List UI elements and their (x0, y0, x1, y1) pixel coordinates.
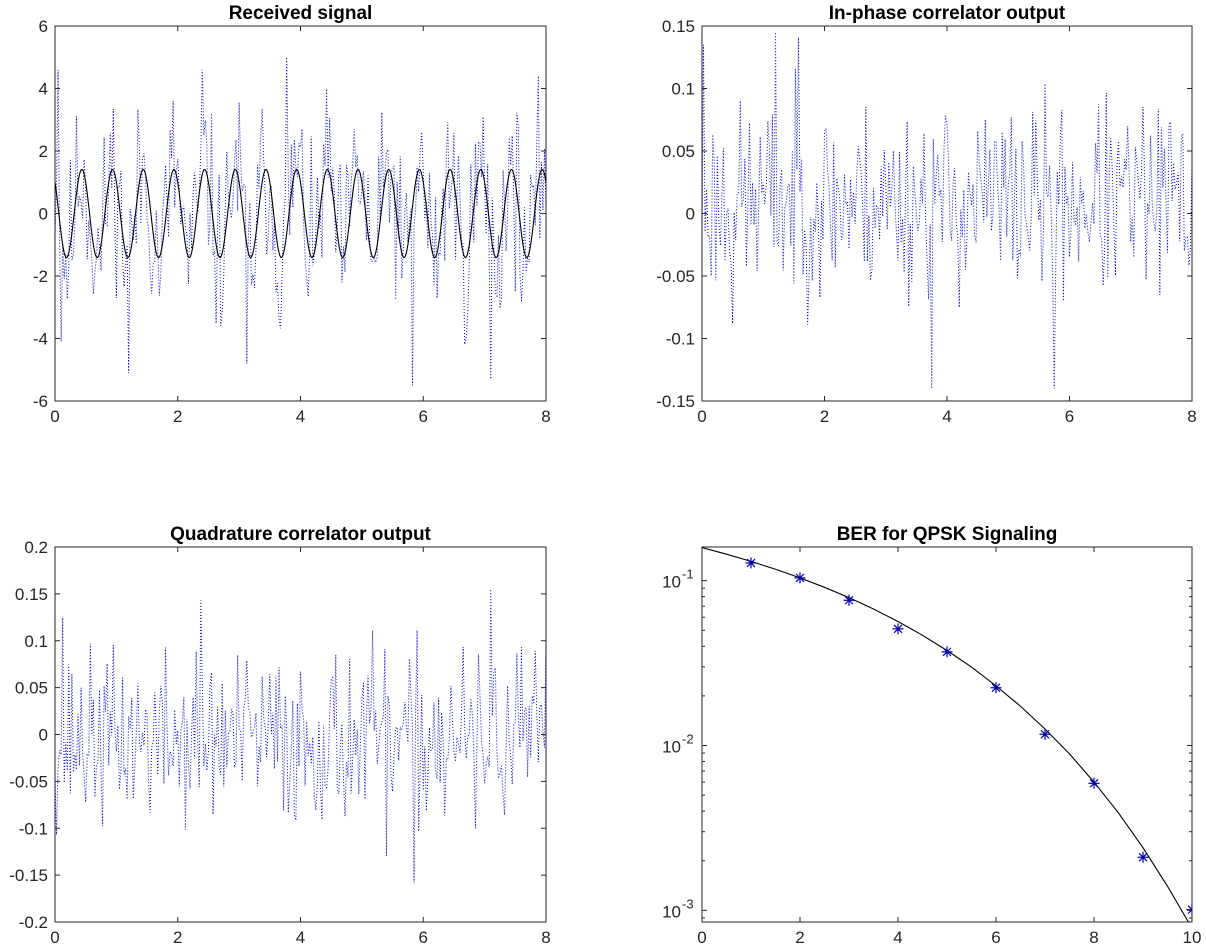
ber-marker-stroke (746, 558, 756, 568)
quadrature-noisy-series (55, 589, 546, 883)
ber-plot-area (702, 547, 1192, 922)
ber-ytick-label: 10 (662, 573, 681, 592)
ber-marker-stroke (844, 595, 854, 605)
ber-xtick-label: 0 (697, 928, 706, 947)
inphase-title: In-phase correlator output (829, 3, 1066, 24)
ber-marker-stroke (1040, 729, 1050, 739)
quadrature-plot-area (55, 589, 546, 883)
ber-marker-stroke (942, 647, 952, 657)
ber-marker-point (1137, 851, 1149, 863)
quadrature-title: Quadrature correlator output (170, 524, 431, 545)
inphase-ytick-label: -0.15 (656, 392, 695, 411)
ber-ytick-exponent: -3 (682, 896, 694, 911)
ber-xtick-label: 4 (893, 928, 902, 947)
ber-marker-point (941, 646, 953, 658)
ber-marker-point (990, 682, 1002, 694)
inphase-xtick-label: 4 (942, 407, 951, 426)
ber-ytick-label: 10 (662, 738, 681, 757)
received-ytick-label: -6 (33, 392, 48, 411)
inphase-ytick-label: -0.1 (666, 330, 695, 349)
quadrature-ytick-label: 0.05 (15, 679, 48, 698)
received-chart: 0 2 4 6 8 -6 -4 -2 0 2 4 6 Received signal (33, 3, 551, 426)
received-xtick-label: 2 (173, 407, 182, 426)
ber-xtick-label: 2 (795, 928, 804, 947)
ber-title: BER for QPSK Signaling (837, 524, 1058, 545)
quadrature-ytick-label: 0.1 (24, 632, 48, 651)
inphase-xtick-label: 8 (1187, 407, 1196, 426)
ber-marker-stroke (1187, 905, 1192, 911)
received-ytick-label: -2 (33, 267, 48, 286)
received-title: Received signal (229, 3, 373, 24)
received-ytick-label: 6 (39, 17, 48, 36)
quadrature-ytick-label: 0.2 (24, 538, 48, 557)
quadrature-axes-frame (54, 546, 547, 923)
ber-ytick-exponent: -1 (682, 567, 694, 582)
inphase-ytick-label: 0.1 (671, 80, 695, 99)
quadrature-ytick-label: -0.15 (9, 866, 48, 885)
quadrature-xtick-label: 4 (296, 928, 305, 947)
received-ytick-label: -4 (33, 330, 48, 349)
ber-ytick-label: 10 (662, 902, 681, 921)
ber-marker-point (1039, 728, 1051, 740)
ber-marker-stroke (1187, 908, 1192, 915)
quadrature-xtick-label: 2 (173, 928, 182, 947)
ber-marker-stroke (1138, 852, 1148, 862)
ber-marker-stroke (893, 624, 903, 634)
ber-marker-point (794, 572, 806, 584)
quadrature-ytick-label: -0.2 (19, 913, 48, 932)
ber-ytick-exponent: -2 (682, 732, 694, 747)
ber-marker-point (1186, 904, 1192, 916)
quadrature-ytick-label: 0 (39, 726, 48, 745)
received-xtick-label: 8 (541, 407, 550, 426)
quadrature-xtick-label: 8 (541, 928, 550, 947)
inphase-ytick-label: -0.05 (656, 267, 695, 286)
received-ytick-label: 0 (39, 205, 48, 224)
inphase-ytick-label: 0 (686, 205, 695, 224)
inphase-axes-frame (701, 25, 1193, 402)
inphase-noisy-series (702, 32, 1192, 389)
ber-marker-point (1088, 777, 1100, 789)
received-axes-frame (54, 25, 547, 402)
inphase-xtick-label: 0 (697, 407, 706, 426)
received-plot-area (55, 57, 546, 386)
ber-marker-point (843, 594, 855, 606)
quadrature-ytick-label: 0.15 (15, 585, 48, 604)
ber-marker-stroke (795, 573, 805, 583)
inphase-xtick-label: 2 (820, 407, 829, 426)
quadrature-xtick-label: 6 (419, 928, 428, 947)
inphase-xtick-label: 6 (1065, 407, 1074, 426)
received-ytick-label: 4 (39, 80, 48, 99)
received-ytick-label: 2 (39, 142, 48, 161)
ber-xtick-label: 10 (1183, 928, 1202, 947)
ber-marker-point (892, 623, 904, 635)
quadrature-ytick-label: -0.05 (9, 772, 48, 791)
received-series-line (55, 168, 546, 259)
ber-xtick-label: 6 (991, 928, 1000, 947)
inphase-chart: 0 2 4 6 8 -0.15 -0.1 -0.05 0 0.05 0.1 0.15 In-phase … (656, 3, 1196, 426)
received-xtick-label: 6 (419, 407, 428, 426)
ber-xtick-label: 8 (1089, 928, 1098, 947)
ber-marker-point (745, 557, 757, 569)
ber-axes-frame (701, 546, 1193, 923)
received-xtick-label: 4 (296, 407, 305, 426)
inphase-ytick-label: 0.05 (662, 142, 695, 161)
quadrature-xtick-label: 0 (50, 928, 59, 947)
received-xtick-label: 0 (50, 407, 59, 426)
ber-marker-stroke (991, 683, 1001, 693)
inphase-plot-area (702, 32, 1192, 389)
inphase-ytick-label: 0.15 (662, 17, 695, 36)
quadrature-chart: 0 2 4 6 8 -0.2 -0.15 -0.1 -0.05 0 0.05 0.1 0.15 0.2 Qu… (9, 524, 550, 947)
quadrature-ytick-label: -0.1 (19, 819, 48, 838)
ber-marker-stroke (1089, 778, 1099, 788)
